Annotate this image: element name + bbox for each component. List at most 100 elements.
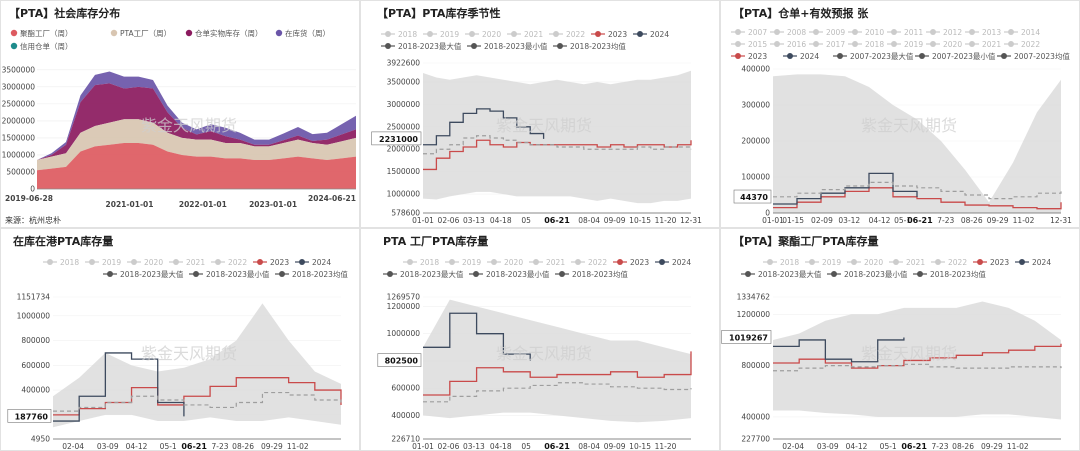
y-tick-label-6: 226710 bbox=[391, 435, 420, 444]
legend-marker-16 bbox=[735, 53, 741, 59]
legend-marker-0 bbox=[47, 259, 53, 265]
y-tick-label-1: 1000000 bbox=[17, 311, 51, 320]
chart-title: PTA 工厂PTA库存量 bbox=[383, 234, 488, 248]
x-tick-label-2: 03-13 bbox=[463, 216, 485, 225]
y-tick-label-1: 3000000 bbox=[2, 82, 36, 91]
y-tick-label-0: 1151734 bbox=[17, 293, 51, 302]
highlight-value-label: 2231000 bbox=[379, 135, 418, 144]
legend-label-1: PTA工厂（周） bbox=[120, 29, 171, 38]
x-tick-label-0: 02-04 bbox=[782, 442, 804, 451]
x-tick-label-6: 06-21 bbox=[907, 216, 933, 225]
x-tick-label-2: 04-12 bbox=[126, 442, 148, 451]
series-line-1 bbox=[53, 352, 185, 422]
chart-svg-2: 【PTA】仓单+有效预报 张 2007 2008 2009 2010 2011 2012 20… bbox=[731, 6, 1072, 225]
legend-marker-0 bbox=[385, 31, 391, 37]
legend-label-3: 2021 bbox=[546, 258, 565, 267]
range-band bbox=[423, 70, 691, 204]
x-tick-label-9: 11-20 bbox=[655, 442, 677, 451]
legend-marker-2 bbox=[185, 29, 193, 37]
legend-marker-20 bbox=[1001, 53, 1007, 59]
area-series-1 bbox=[37, 119, 356, 171]
y-tick-label-1: 1200000 bbox=[387, 302, 421, 311]
series-line-0 bbox=[423, 351, 692, 396]
y-tick-label-4: 2000000 bbox=[387, 145, 421, 154]
x-tick-label-7: 09-29 bbox=[261, 442, 283, 451]
x-tick-label-9: 11-20 bbox=[655, 216, 677, 225]
x-tick-label-1: 02-06 bbox=[438, 442, 460, 451]
chart-panel-2: 【PTA】仓单+有效预报 张 2007 2008 2009 2010 2011 2012 20… bbox=[720, 0, 1080, 228]
legend-label-1: 2019 bbox=[822, 258, 841, 267]
legend-marker-7 bbox=[385, 43, 391, 49]
x-tick-label-5: 7-23 bbox=[212, 442, 229, 451]
legend-label-8: 2018-2023最小值 bbox=[486, 269, 550, 279]
x-tick-label-6: 08-26 bbox=[952, 442, 974, 451]
x-tick-label-8: 10-15 bbox=[629, 216, 651, 225]
x-tick-label-0: 02-04 bbox=[62, 442, 84, 451]
legend-label-4: 2022 bbox=[566, 30, 585, 39]
legend-label-9: 2018-2023均值 bbox=[930, 269, 986, 279]
x-tick-label-4: 04-12 bbox=[869, 216, 891, 225]
x-tick-label-6: 08-26 bbox=[232, 442, 254, 451]
legend-marker-11 bbox=[852, 41, 858, 47]
area-series-0 bbox=[37, 143, 356, 189]
x-tick-label-4: 05 bbox=[521, 216, 531, 225]
legend-label-10: 2017 bbox=[826, 40, 845, 49]
legend-marker-13 bbox=[930, 41, 936, 47]
legend-marker-10 bbox=[813, 41, 819, 47]
range-band bbox=[423, 299, 691, 423]
x-tick-label-3: 04-18 bbox=[490, 216, 512, 225]
legend-marker-1 bbox=[427, 31, 433, 37]
x-tick-label-7: 09-09 bbox=[604, 216, 626, 225]
legend-label-5: 2023 bbox=[630, 258, 649, 267]
legend-label-6: 2024 bbox=[672, 258, 691, 267]
legend-label-4: 2022 bbox=[588, 258, 607, 267]
x-tick-label-10: 12-31 bbox=[680, 216, 702, 225]
legend-marker-7 bbox=[107, 271, 113, 277]
legend-marker-3 bbox=[275, 29, 283, 37]
legend-label-5: 2023 bbox=[608, 30, 627, 39]
y-tick-label-6: 500000 bbox=[6, 167, 35, 176]
legend-marker-0 bbox=[767, 259, 773, 265]
legend-marker-4 bbox=[891, 29, 897, 35]
y-tick-label-0: 400000 bbox=[741, 65, 770, 74]
legend-label-6: 2024 bbox=[650, 30, 669, 39]
legend-label-2: 2020 bbox=[504, 258, 523, 267]
x-tick-label-11: 12-31 bbox=[1050, 216, 1072, 225]
series-line-0 bbox=[773, 343, 1062, 369]
legend-label-3: 2021 bbox=[524, 30, 543, 39]
chart-panel-4: PTA 工厂PTA库存量 2018 2019 2020 2021 2022 2023 2024… bbox=[360, 228, 720, 451]
x-tick-label-7: 09-29 bbox=[981, 442, 1003, 451]
chart-svg-5: 【PTA】聚酯工厂PTA库存量 2018 2019 2020 2021 2022 2023 2… bbox=[721, 234, 1062, 451]
y-tick-label-5: 1500000 bbox=[387, 167, 421, 176]
x-tick-label-2: 04-12 bbox=[846, 442, 868, 451]
x-tick-label-8: 11-02 bbox=[1007, 442, 1029, 451]
legend-label-3: 2021 bbox=[906, 258, 925, 267]
legend-label-0: 聚酯工厂（周） bbox=[20, 29, 73, 38]
y-tick-label-5: 1000000 bbox=[2, 150, 36, 159]
legend-label-1: 2019 bbox=[440, 30, 459, 39]
legend-marker-9 bbox=[774, 41, 780, 47]
range-band bbox=[773, 74, 1061, 214]
legend-marker-4 bbox=[10, 42, 18, 50]
legend-marker-7 bbox=[387, 271, 393, 277]
legend-label-3: 2010 bbox=[865, 28, 884, 37]
legend-marker-3 bbox=[852, 29, 858, 35]
highlight-value-box bbox=[371, 131, 422, 146]
x-tick-label-10: 11-02 bbox=[1013, 216, 1035, 225]
legend-label-5: 2012 bbox=[943, 28, 962, 37]
legend-label-4: 2022 bbox=[948, 258, 967, 267]
x-tick-label-7: 7-23 bbox=[937, 216, 954, 225]
legend-label-20: 2007-2023均值 bbox=[1014, 51, 1070, 61]
legend-marker-7 bbox=[1008, 29, 1014, 35]
x-tick-label-3: 04-18 bbox=[490, 442, 512, 451]
legend-marker-1 bbox=[449, 259, 455, 265]
x-tick-label-4: 06-21 bbox=[901, 442, 927, 451]
chart-svg-1: 【PTA】PTA库存季节性 2018 2019 2020 2021 2022 2023 202… bbox=[371, 6, 702, 225]
legend-marker-9 bbox=[557, 43, 563, 49]
y-tick-label-3: 100000 bbox=[741, 173, 770, 182]
x-tick-label-5: 06-21 bbox=[544, 216, 570, 225]
legend-marker-9 bbox=[917, 271, 923, 277]
legend-marker-0 bbox=[735, 29, 741, 35]
x-tick-label-5: 05-1 bbox=[894, 216, 911, 225]
